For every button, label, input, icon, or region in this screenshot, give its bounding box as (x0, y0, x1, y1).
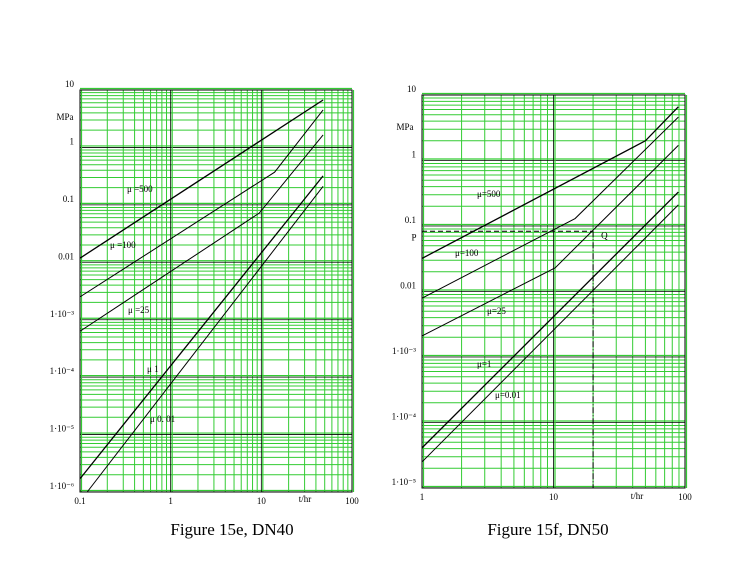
y-tick-label: 0.1 (405, 215, 416, 225)
series-label: μ=0.01 (495, 390, 521, 400)
reference-label: P (411, 232, 416, 242)
series-label: μ=500 (477, 189, 501, 199)
x-tick-label: 0.1 (74, 496, 85, 506)
y-tick-label: 1 (70, 136, 75, 146)
series-line (79, 109, 324, 298)
x-tick-label: 1 (168, 496, 173, 506)
series-label: μ =100 (110, 240, 136, 250)
x-tick-label: 100 (678, 492, 692, 502)
series-label: μ =500 (127, 184, 153, 194)
x-tick-label: 100 (345, 496, 359, 506)
x-tick-label: 1 (420, 492, 425, 502)
x-tick-label: 10 (549, 492, 559, 502)
y-tick-label: 1·10⁻⁴ (392, 412, 416, 422)
plot-frame (421, 94, 686, 489)
series-label: μ=1 (477, 359, 491, 369)
series-line (79, 99, 324, 259)
series-line (421, 106, 679, 259)
y-tick-label: 0.01 (400, 281, 416, 291)
y-tick-label: 10 (65, 79, 75, 89)
y-tick-label: 0.01 (58, 251, 74, 261)
y-tick-label: 0.1 (63, 194, 74, 204)
series-label: μ 1 (147, 364, 159, 374)
y-tick-label: 1·10⁻⁶ (50, 481, 74, 491)
y-tick-label: 1·10⁻⁵ (50, 424, 74, 434)
y-tick-label: 1·10⁻⁵ (392, 477, 416, 487)
y-tick-label: 1·10⁻³ (392, 346, 416, 356)
series-line (421, 204, 679, 463)
x-axis-label: t/hr (299, 494, 312, 504)
plot-frame (79, 89, 353, 493)
chart-title: Figure 15f, DN50 (487, 520, 608, 539)
series-line (421, 191, 679, 449)
series-label: μ=25 (487, 306, 506, 316)
chart-title: Figure 15e, DN40 (170, 520, 293, 539)
y-axis-label: MPa (396, 122, 413, 132)
y-tick-label: 1 (412, 150, 417, 160)
series-label: μ=100 (455, 248, 479, 258)
reference-label: Q (601, 230, 608, 240)
series-label: μ 0. 01 (150, 414, 175, 424)
y-tick-label: 10 (407, 84, 417, 94)
y-tick-label: 1·10⁻³ (50, 309, 74, 319)
series-line (79, 175, 324, 480)
y-tick-label: 1·10⁻⁴ (50, 366, 74, 376)
x-tick-label: 10 (257, 496, 267, 506)
series-line (79, 134, 324, 332)
series-line (421, 145, 679, 337)
series-label: μ =25 (128, 305, 150, 315)
series-line (86, 186, 324, 493)
y-axis-label: MPa (56, 112, 73, 122)
series-line (421, 116, 679, 299)
x-axis-label: t/hr (631, 491, 644, 501)
